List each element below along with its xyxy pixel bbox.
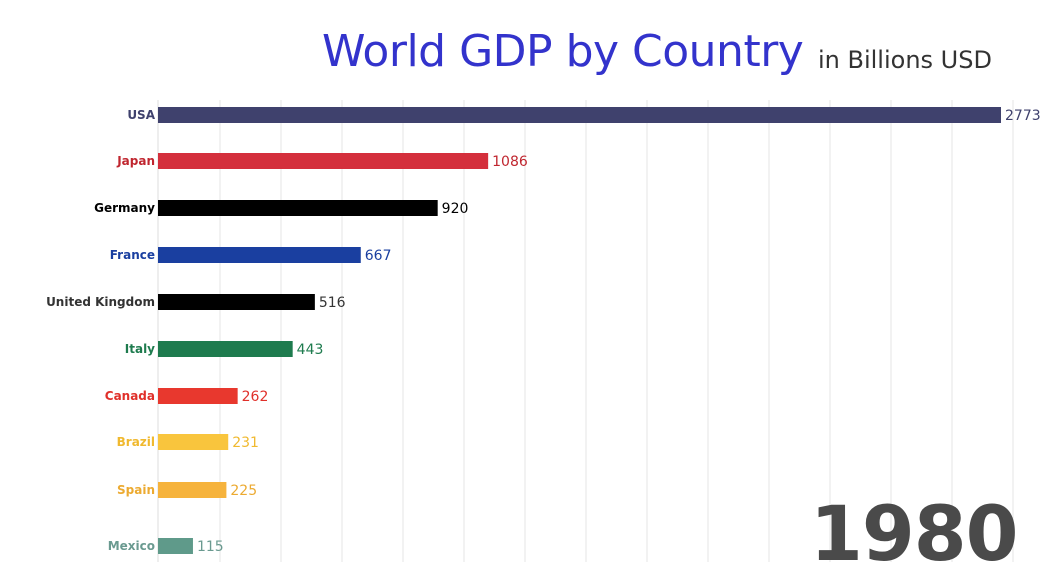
bar-germany	[158, 200, 438, 216]
value-label: 443	[297, 342, 324, 358]
bar-japan	[158, 153, 489, 169]
category-label: Spain	[117, 483, 155, 497]
category-label: Canada	[105, 389, 155, 403]
bar-usa	[158, 107, 1001, 123]
value-label: 2773	[1005, 108, 1041, 124]
bar-mexico	[158, 538, 193, 554]
value-label: 516	[319, 295, 346, 311]
chart-frame: World GDP by Country in Billions USD USA…	[46, 26, 1041, 572]
bar-brazil	[158, 434, 229, 450]
category-label: Italy	[125, 342, 155, 356]
category-label: Brazil	[117, 435, 155, 449]
category-label: Germany	[94, 201, 155, 215]
bar-chart: USA 2773 Japan 1086 Germany 920 France 667 Unite…	[46, 100, 1041, 562]
value-label: 262	[242, 389, 269, 405]
chart-subtitle: in Billions USD	[818, 46, 992, 74]
value-label: 920	[442, 201, 469, 217]
value-label: 231	[232, 435, 259, 451]
value-label: 225	[230, 483, 257, 499]
bar-canada	[158, 388, 238, 404]
category-label: France	[110, 248, 155, 262]
value-label: 1086	[492, 154, 528, 170]
year-label: 1980	[810, 489, 1019, 578]
bar-spain	[158, 482, 227, 498]
grid-lines	[219, 100, 1014, 562]
category-label: USA	[127, 108, 155, 122]
bar-italy	[158, 341, 293, 357]
value-label: 115	[197, 539, 224, 555]
chart-title: World GDP by Country	[322, 26, 804, 77]
category-label: Japan	[116, 154, 155, 168]
value-label: 667	[365, 248, 392, 264]
category-label: United Kingdom	[46, 295, 155, 309]
bar-united-kingdom	[158, 294, 315, 310]
bar-france	[158, 247, 361, 263]
category-label: Mexico	[108, 539, 155, 553]
